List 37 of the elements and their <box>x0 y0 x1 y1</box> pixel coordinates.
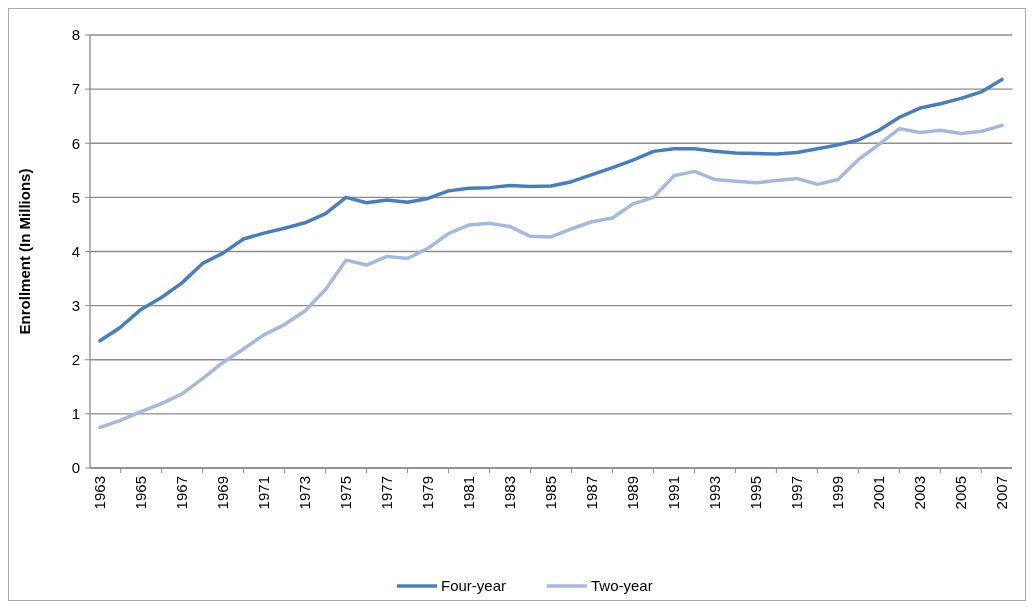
x-tick-label: 2003 <box>911 476 929 510</box>
y-tick-label: 7 <box>71 80 80 98</box>
x-tick-label: 1993 <box>706 476 724 510</box>
legend-label: Four-year <box>441 577 507 595</box>
x-tick-label: 1981 <box>460 476 478 510</box>
x-tick-label: 2001 <box>870 476 888 510</box>
x-tick-label: 1987 <box>583 476 601 510</box>
x-tick-label: 2007 <box>993 476 1011 510</box>
y-tick-label: 0 <box>71 459 80 477</box>
x-tick-label: 1971 <box>255 476 273 510</box>
x-tick-label: 1979 <box>419 476 437 510</box>
x-tick-label: 1995 <box>747 476 765 510</box>
y-tick-label: 1 <box>71 405 80 423</box>
x-tick-label: 1991 <box>665 476 683 510</box>
y-tick-label: 8 <box>71 26 80 44</box>
y-tick-label: 5 <box>71 188 80 206</box>
x-tick-label: 1963 <box>91 476 109 510</box>
x-tick-label: 1969 <box>214 476 232 510</box>
line-series <box>98 77 1004 343</box>
x-tick-label: 2005 <box>952 476 970 510</box>
line-series <box>98 123 1004 430</box>
x-tick-label: 1965 <box>132 476 150 510</box>
y-axis-title: Enrollment (In Millions) <box>16 168 33 335</box>
x-tick-label: 1989 <box>624 476 642 510</box>
legend-label: Two-year <box>591 577 653 595</box>
y-tick-label: 3 <box>71 296 80 314</box>
x-tick-label: 1997 <box>788 476 806 510</box>
x-tick-label: 1973 <box>296 476 314 510</box>
x-tick-label: 1977 <box>378 476 396 510</box>
x-tick-label: 1985 <box>542 476 560 510</box>
x-tick-label: 1967 <box>173 476 191 510</box>
x-tick-label: 1999 <box>829 476 847 510</box>
x-tick-label: 1975 <box>337 476 355 510</box>
y-tick-label: 6 <box>71 134 80 152</box>
x-tick-label: 1983 <box>501 476 519 510</box>
y-tick-label: 2 <box>71 351 80 368</box>
y-tick-label: 4 <box>71 242 80 260</box>
